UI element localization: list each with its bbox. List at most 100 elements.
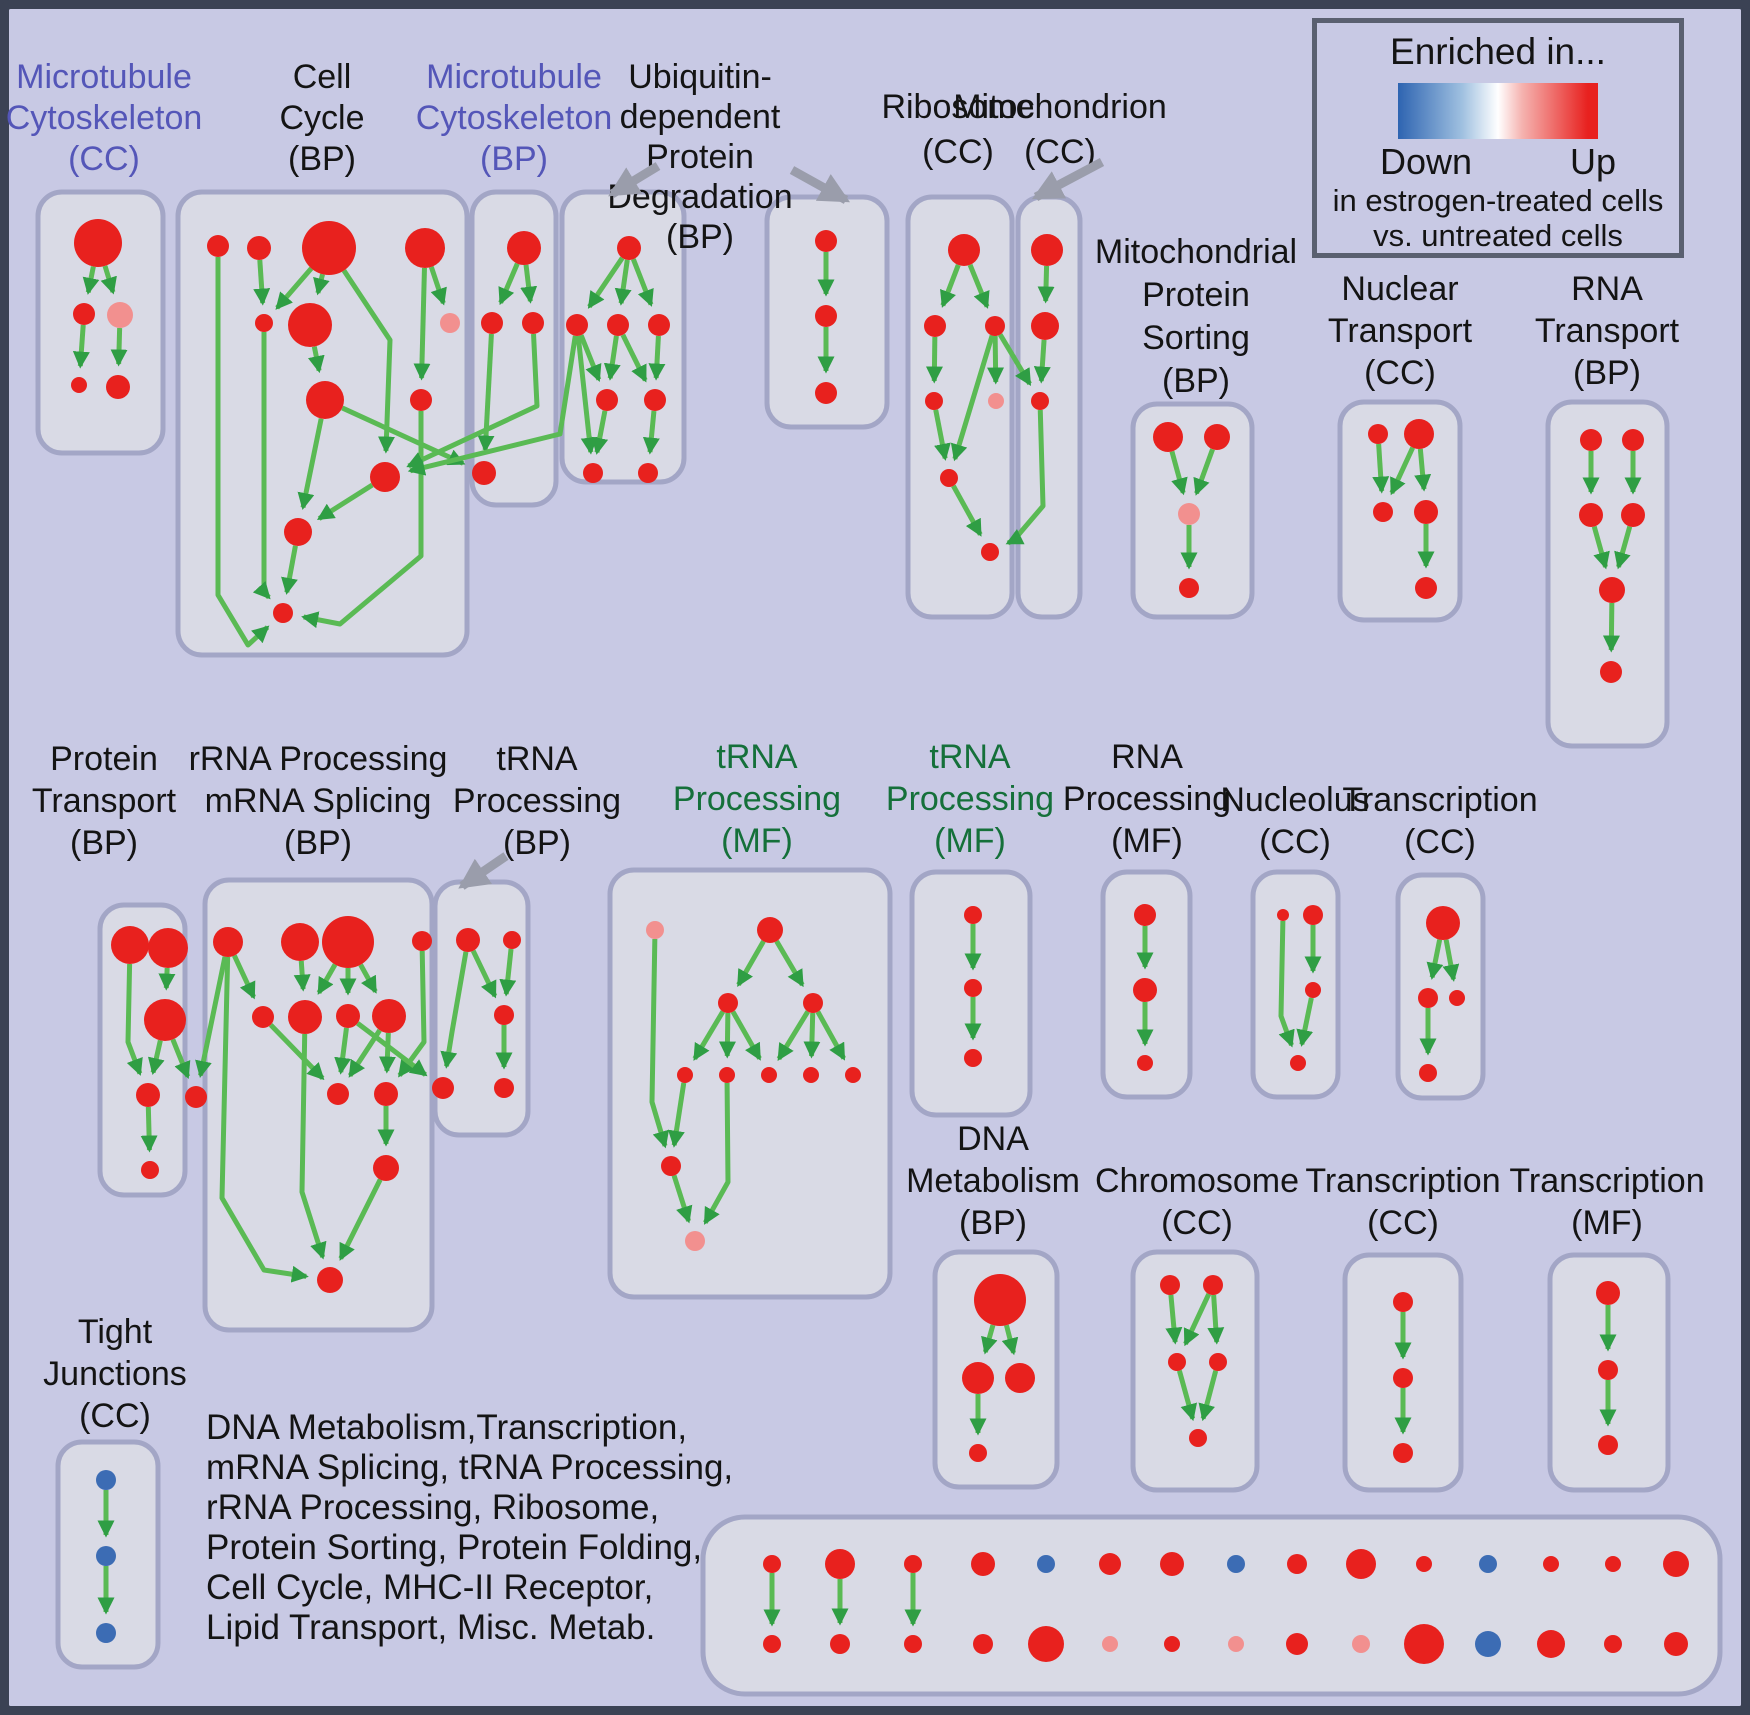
edge-arrow <box>736 940 766 988</box>
cluster-label-line: Nuclear <box>1341 270 1458 308</box>
microtubule-cytoskeleton-bp-label: Microtubule Cytoskeleton (BP) <box>416 58 613 178</box>
edge-arrow <box>82 266 100 295</box>
ubiquitin-dependent-protein-degradation-bp-node <box>638 463 658 483</box>
chromosome-cc-node <box>1168 1353 1186 1371</box>
ribosome-cc-node <box>924 315 946 337</box>
edge-arrow <box>987 335 1005 385</box>
mitochondrial-protein-sorting-bp-node <box>1179 578 1199 598</box>
cluster-label-line: Metabolism <box>906 1162 1080 1200</box>
edge-arrow <box>950 334 995 462</box>
misc-line: rRNA Processing, Ribosome, <box>206 1488 660 1527</box>
chromosome-cc-node <box>1189 1429 1207 1447</box>
trna-processing-mf-1-node <box>718 993 738 1013</box>
edge-arrow <box>1426 939 1444 980</box>
cluster-label-line: Cytoskeleton <box>6 99 203 137</box>
cluster-label-line: (BP) <box>1162 362 1230 400</box>
edge-arrow <box>338 1178 383 1261</box>
tight-junctions-cc-node <box>96 1546 116 1566</box>
cell-cycle-bp-node <box>207 235 229 257</box>
edge-arrow <box>620 333 648 383</box>
trna-processing-bp-node <box>494 1078 514 1098</box>
ubiquitin-dependent-protein-degradation-bp-node <box>596 389 618 411</box>
label-leader-arrow <box>789 166 851 204</box>
edge-arrow <box>406 333 540 469</box>
chromosome-cc-node <box>1160 1275 1180 1295</box>
transcription-mf-node <box>1598 1435 1618 1455</box>
edge-arrow <box>316 482 374 521</box>
cluster-label-line: (MF) <box>721 822 793 860</box>
trna-processing-mf-1-node <box>845 1067 861 1083</box>
chromosome-cc-node <box>1203 1275 1223 1295</box>
transcription-mf-label: Transcription (MF) <box>1509 1162 1704 1242</box>
mitochondrion-cc-label: Mitochondrion (CC) <box>953 88 1167 171</box>
ribosome-cc-node <box>981 543 999 561</box>
mitochondrial-protein-sorting-bp-node <box>1204 424 1230 450</box>
cluster-label-line: (CC) <box>79 1397 151 1435</box>
ubiquitin-degradation-chain-node <box>815 382 837 404</box>
cell-cycle-bp-node <box>440 313 460 333</box>
nucleolus-cc-label: Nucleolus (CC) <box>1220 781 1369 861</box>
cell-cycle-bp-node <box>302 221 356 275</box>
rrna-processing-mrna-splicing-bp-node <box>373 1155 399 1181</box>
microtubule-cytoskeleton-bp-node <box>522 312 544 334</box>
edge-arrow <box>614 259 632 306</box>
protein-transport-bp-node <box>141 1161 159 1179</box>
edge-arrow <box>591 410 609 455</box>
misc-panel-node <box>1028 1626 1064 1662</box>
nuclear-transport-cc-node <box>1415 577 1437 599</box>
rna-processing-mf-node <box>1137 1055 1153 1071</box>
dna-metabolism-bp-node <box>974 1274 1026 1326</box>
edge-arrow <box>1414 448 1432 492</box>
nucleolus-cc-node <box>1277 909 1289 921</box>
cluster-label-line: (CC) <box>68 140 140 178</box>
edge-arrow <box>575 335 598 455</box>
edge-arrow <box>925 336 943 384</box>
edge-arrow <box>815 1010 846 1061</box>
rrna-processing-mrna-splicing-bp-node <box>412 931 432 951</box>
trna-processing-bp-node <box>432 1077 454 1099</box>
cluster-label-line: Tight <box>78 1313 153 1351</box>
microtubule-cytoskeleton-cc-node <box>107 302 133 328</box>
tight-junctions-cc-label: Tight Junctions (CC) <box>43 1313 187 1435</box>
edge-arrow <box>301 411 424 629</box>
edge-arrow <box>1207 1294 1225 1345</box>
nuclear-transport-cc-node <box>1414 500 1438 524</box>
ubiquitin-degradation-chain-node <box>815 230 837 252</box>
cluster-label-line: (CC) <box>1259 823 1331 861</box>
nodes-layer <box>71 219 1689 1664</box>
nucleolus-cc-node <box>1290 1055 1306 1071</box>
ubiquitin-dependent-protein-degradation-bp-node <box>648 314 670 336</box>
rna-transport-bp-node <box>1580 429 1602 451</box>
cluster-label-line: (CC) <box>1024 133 1096 171</box>
edge-arrow <box>158 967 176 991</box>
mitochondrial-protein-sorting-bp-node <box>1153 422 1183 452</box>
transcription-cc-row2-box <box>1395 872 1486 1101</box>
cluster-label-line: Ribosome <box>881 88 1034 126</box>
cell-cycle-bp-node <box>405 228 445 268</box>
transcription-mf-node <box>1596 1281 1620 1305</box>
transcription-cc-row2-label: Transcription (CC) <box>1342 781 1537 861</box>
rna-transport-bp-node <box>1622 429 1644 451</box>
trna-processing-mf-1-node <box>661 1156 681 1176</box>
protein-transport-bp-node <box>136 1083 160 1107</box>
edge-arrow <box>998 333 1032 387</box>
microtubule-cytoskeleton-cc-label: Microtubule Cytoskeleton (CC) <box>6 58 203 178</box>
edge-arrow <box>110 327 128 367</box>
dna-metabolism-bp-label: DNA Metabolism (BP) <box>906 1120 1080 1242</box>
protein-transport-bp-node <box>185 1086 207 1108</box>
cluster-label-line: Mitochondrial <box>1095 233 1297 271</box>
cluster-label-line: Chromosome <box>1095 1162 1299 1200</box>
misc-panel-node <box>1286 1633 1308 1655</box>
edge-arrow <box>356 1021 428 1077</box>
edge-arrow <box>470 949 498 999</box>
cluster-label-line: Transport <box>1328 312 1473 350</box>
cluster-label-line: (BP) <box>959 1204 1027 1242</box>
misc-panel-node <box>830 1634 850 1654</box>
edge-arrow <box>692 1010 726 1061</box>
ribosome-cc-node <box>925 392 943 410</box>
misc-panel-node <box>1663 1551 1689 1577</box>
microtubule-cytoskeleton-bp-node <box>472 461 496 485</box>
transcription-cc-row3-node <box>1393 1443 1413 1463</box>
chromosome-cc-box <box>1130 1249 1260 1493</box>
